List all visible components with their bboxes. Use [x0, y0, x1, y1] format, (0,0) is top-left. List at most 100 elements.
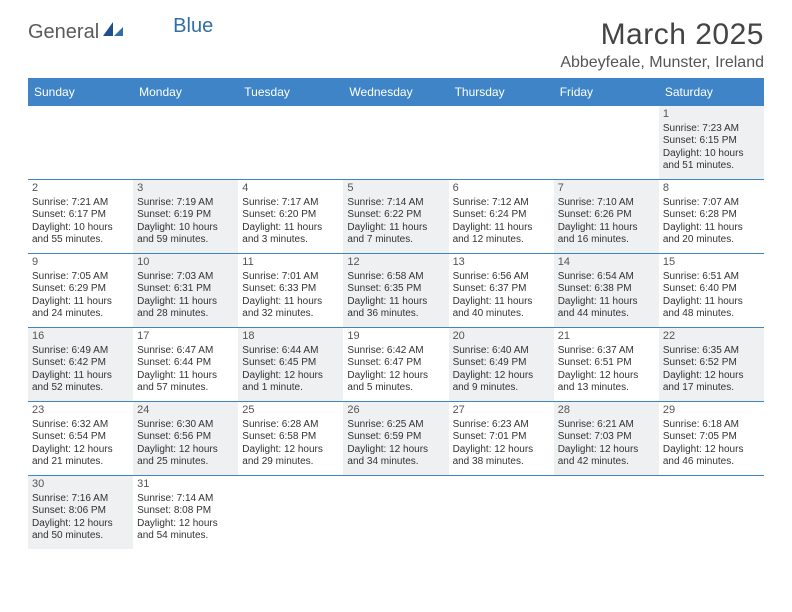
- day-number: 16: [32, 330, 129, 344]
- daylight-text: Daylight: 11 hours: [32, 370, 129, 383]
- sunrise-text: Sunrise: 7:19 AM: [137, 197, 234, 210]
- sunset-text: Sunset: 6:38 PM: [558, 283, 655, 296]
- day-cell-11: 11Sunrise: 7:01 AMSunset: 6:33 PMDayligh…: [238, 253, 343, 327]
- day-number: 29: [663, 404, 760, 418]
- sunrise-text: Sunrise: 6:37 AM: [558, 345, 655, 358]
- daylight-text: and 52 minutes.: [32, 382, 129, 395]
- sunset-text: Sunset: 8:08 PM: [137, 505, 234, 518]
- day-number: 2: [32, 182, 129, 196]
- sunset-text: Sunset: 6:42 PM: [32, 357, 129, 370]
- sunset-text: Sunset: 6:26 PM: [558, 209, 655, 222]
- daylight-text: and 32 minutes.: [242, 308, 339, 321]
- sunset-text: Sunset: 6:28 PM: [663, 209, 760, 222]
- day-number: 7: [558, 182, 655, 196]
- daylight-text: and 21 minutes.: [32, 456, 129, 469]
- day-number: 3: [137, 182, 234, 196]
- day-number: 8: [663, 182, 760, 196]
- daylight-text: Daylight: 11 hours: [558, 296, 655, 309]
- sunset-text: Sunset: 6:35 PM: [347, 283, 444, 296]
- sunrise-text: Sunrise: 6:56 AM: [453, 271, 550, 284]
- day-cell-28: 28Sunrise: 6:21 AMSunset: 7:03 PMDayligh…: [554, 401, 659, 475]
- logo-text-general: General: [28, 21, 99, 44]
- sunset-text: Sunset: 7:01 PM: [453, 431, 550, 444]
- sunset-text: Sunset: 6:17 PM: [32, 209, 129, 222]
- daylight-text: Daylight: 11 hours: [32, 296, 129, 309]
- sunrise-text: Sunrise: 7:01 AM: [242, 271, 339, 284]
- sunrise-text: Sunrise: 6:42 AM: [347, 345, 444, 358]
- daylight-text: and 28 minutes.: [137, 308, 234, 321]
- day-number: 11: [242, 256, 339, 270]
- month-title: March 2025: [560, 18, 764, 52]
- daylight-text: and 50 minutes.: [32, 530, 129, 543]
- daylight-text: Daylight: 12 hours: [137, 444, 234, 457]
- day-cell-7: 7Sunrise: 7:10 AMSunset: 6:26 PMDaylight…: [554, 179, 659, 253]
- daylight-text: Daylight: 12 hours: [558, 370, 655, 383]
- sail-icon: [101, 20, 125, 44]
- sunset-text: Sunset: 6:44 PM: [137, 357, 234, 370]
- day-number: 21: [558, 330, 655, 344]
- day-number: 9: [32, 256, 129, 270]
- daylight-text: and 48 minutes.: [663, 308, 760, 321]
- day-number: 1: [663, 108, 760, 122]
- daylight-text: and 9 minutes.: [453, 382, 550, 395]
- weekday-header-row: SundayMondayTuesdayWednesdayThursdayFrid…: [28, 80, 764, 105]
- day-cell-19: 19Sunrise: 6:42 AMSunset: 6:47 PMDayligh…: [343, 327, 448, 401]
- day-cell-15: 15Sunrise: 6:51 AMSunset: 6:40 PMDayligh…: [659, 253, 764, 327]
- weekday-sunday: Sunday: [28, 80, 133, 105]
- daylight-text: Daylight: 11 hours: [453, 222, 550, 235]
- sunset-text: Sunset: 6:33 PM: [242, 283, 339, 296]
- daylight-text: Daylight: 12 hours: [347, 370, 444, 383]
- daylight-text: Daylight: 11 hours: [663, 296, 760, 309]
- daylight-text: Daylight: 12 hours: [453, 370, 550, 383]
- daylight-text: and 25 minutes.: [137, 456, 234, 469]
- sunrise-text: Sunrise: 6:18 AM: [663, 419, 760, 432]
- sunset-text: Sunset: 6:40 PM: [663, 283, 760, 296]
- empty-cell: [659, 475, 764, 549]
- day-number: 20: [453, 330, 550, 344]
- daylight-text: Daylight: 11 hours: [663, 222, 760, 235]
- weekday-saturday: Saturday: [659, 80, 764, 105]
- day-cell-13: 13Sunrise: 6:56 AMSunset: 6:37 PMDayligh…: [449, 253, 554, 327]
- sunset-text: Sunset: 6:45 PM: [242, 357, 339, 370]
- day-number: 31: [137, 478, 234, 492]
- day-cell-26: 26Sunrise: 6:25 AMSunset: 6:59 PMDayligh…: [343, 401, 448, 475]
- day-cell-22: 22Sunrise: 6:35 AMSunset: 6:52 PMDayligh…: [659, 327, 764, 401]
- sunrise-text: Sunrise: 7:17 AM: [242, 197, 339, 210]
- daylight-text: Daylight: 12 hours: [137, 518, 234, 531]
- sunset-text: Sunset: 6:59 PM: [347, 431, 444, 444]
- day-number: 10: [137, 256, 234, 270]
- logo: General Blue: [28, 20, 213, 44]
- daylight-text: and 51 minutes.: [663, 160, 760, 173]
- daylight-text: Daylight: 10 hours: [137, 222, 234, 235]
- sunrise-text: Sunrise: 6:47 AM: [137, 345, 234, 358]
- sunrise-text: Sunrise: 6:21 AM: [558, 419, 655, 432]
- daylight-text: Daylight: 12 hours: [32, 444, 129, 457]
- daylight-text: Daylight: 12 hours: [453, 444, 550, 457]
- header: General Blue March 2025 Abbeyfeale, Muns…: [28, 18, 764, 72]
- sunrise-text: Sunrise: 6:28 AM: [242, 419, 339, 432]
- sunrise-text: Sunrise: 6:49 AM: [32, 345, 129, 358]
- daylight-text: and 5 minutes.: [347, 382, 444, 395]
- day-cell-16: 16Sunrise: 6:49 AMSunset: 6:42 PMDayligh…: [28, 327, 133, 401]
- sunset-text: Sunset: 6:54 PM: [32, 431, 129, 444]
- day-cell-29: 29Sunrise: 6:18 AMSunset: 7:05 PMDayligh…: [659, 401, 764, 475]
- day-cell-9: 9Sunrise: 7:05 AMSunset: 6:29 PMDaylight…: [28, 253, 133, 327]
- sunrise-text: Sunrise: 6:58 AM: [347, 271, 444, 284]
- empty-cell: [238, 105, 343, 179]
- daylight-text: Daylight: 11 hours: [137, 370, 234, 383]
- sunrise-text: Sunrise: 7:05 AM: [32, 271, 129, 284]
- sunset-text: Sunset: 6:29 PM: [32, 283, 129, 296]
- empty-cell: [449, 105, 554, 179]
- weekday-wednesday: Wednesday: [343, 80, 448, 105]
- daylight-text: and 46 minutes.: [663, 456, 760, 469]
- sunset-text: Sunset: 6:49 PM: [453, 357, 550, 370]
- day-number: 6: [453, 182, 550, 196]
- day-cell-25: 25Sunrise: 6:28 AMSunset: 6:58 PMDayligh…: [238, 401, 343, 475]
- day-cell-17: 17Sunrise: 6:47 AMSunset: 6:44 PMDayligh…: [133, 327, 238, 401]
- calendar: SundayMondayTuesdayWednesdayThursdayFrid…: [28, 78, 764, 549]
- weekday-thursday: Thursday: [449, 80, 554, 105]
- daylight-text: Daylight: 12 hours: [242, 444, 339, 457]
- daylight-text: Daylight: 12 hours: [242, 370, 339, 383]
- day-number: 19: [347, 330, 444, 344]
- sunset-text: Sunset: 6:58 PM: [242, 431, 339, 444]
